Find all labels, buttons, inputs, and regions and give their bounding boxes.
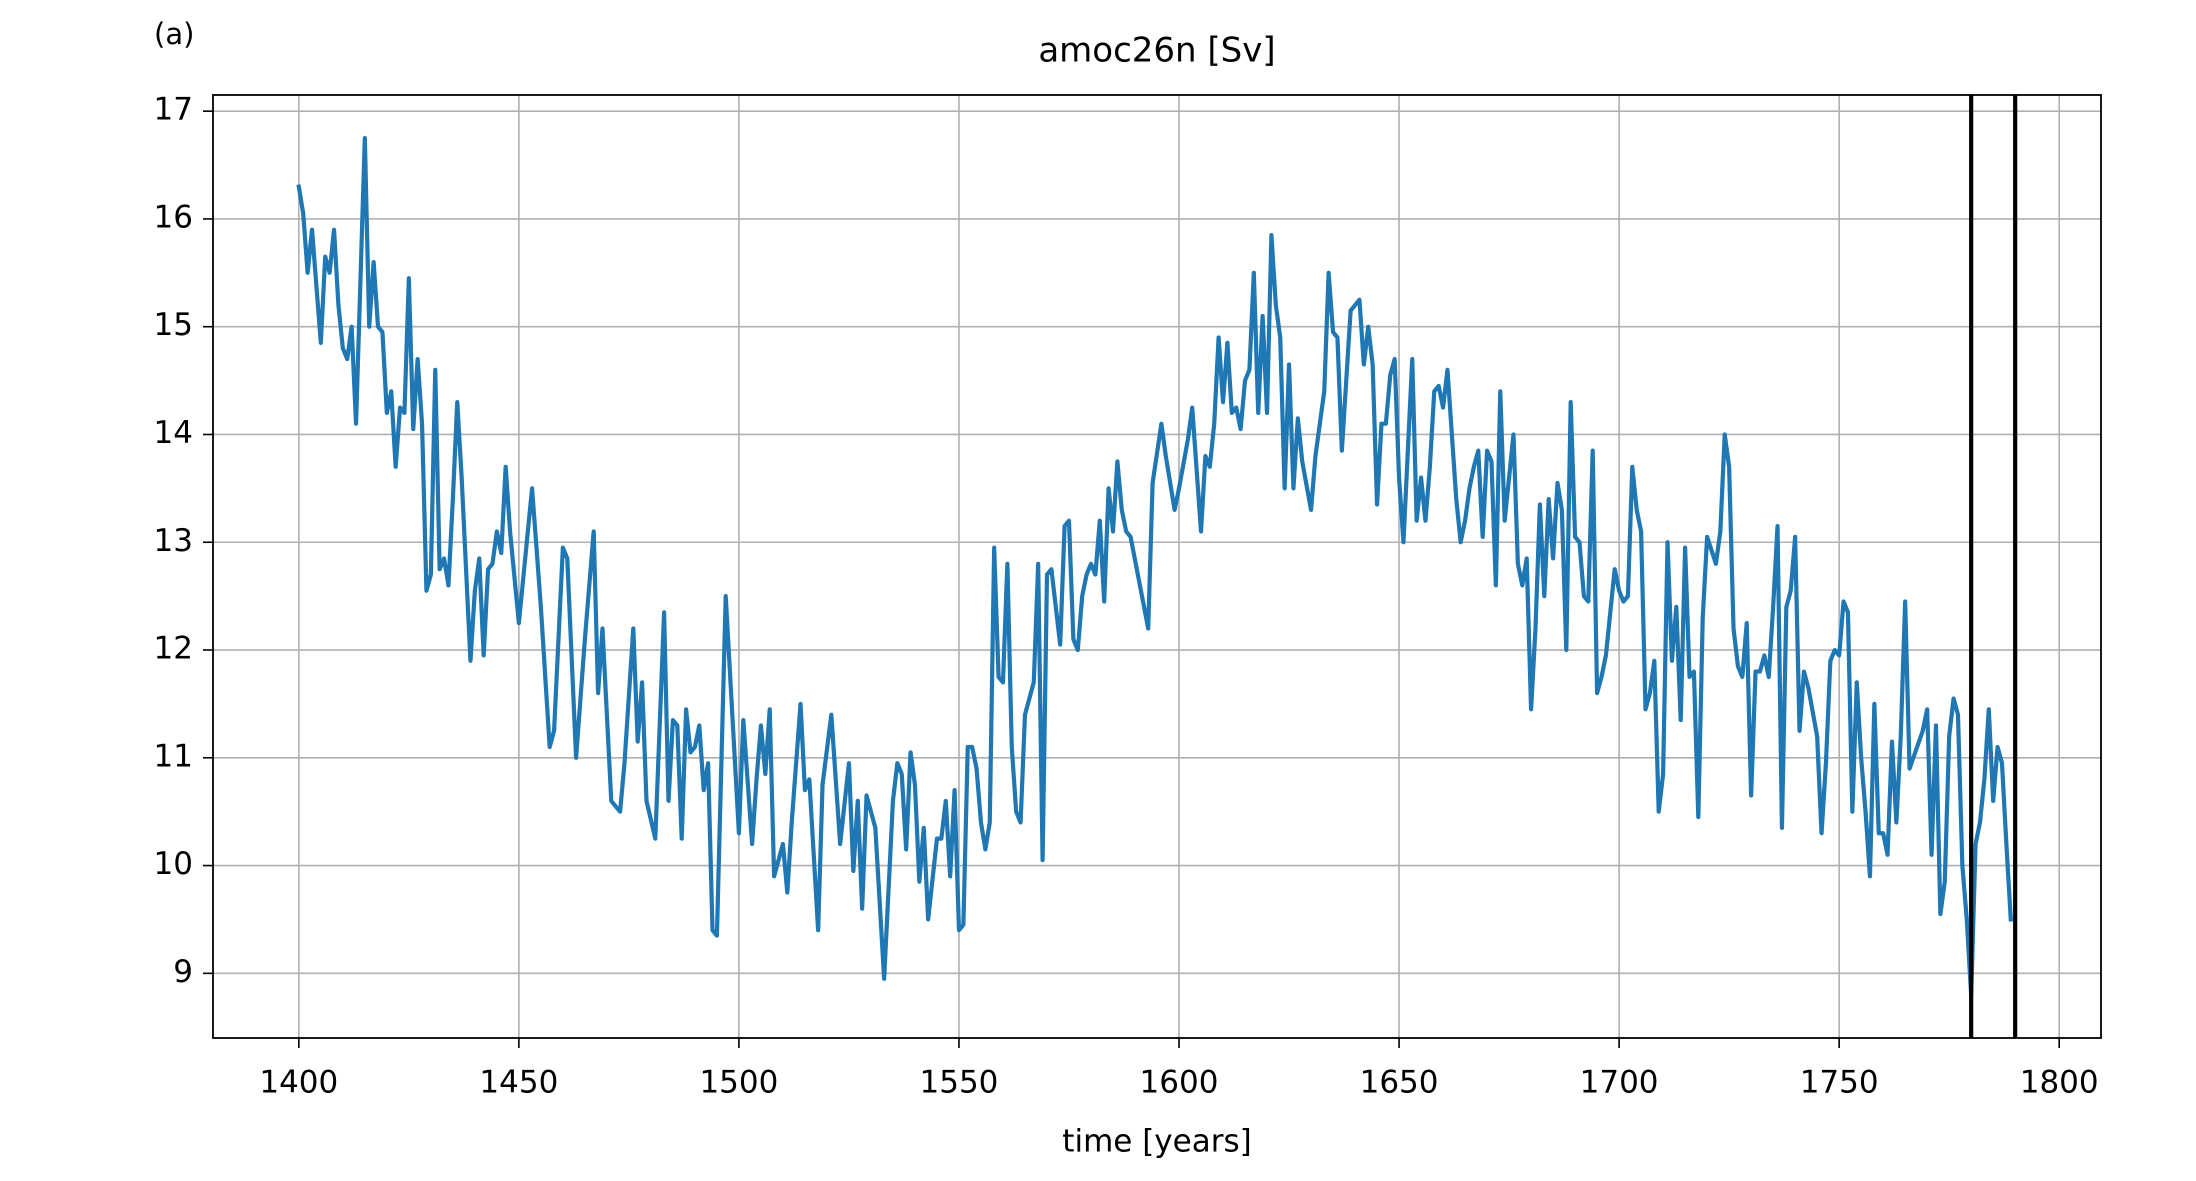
y-tick-label: 14 xyxy=(154,415,193,451)
panel-label: (a) xyxy=(154,17,194,51)
x-tick-label: 1650 xyxy=(1360,1065,1439,1101)
x-tick-label: 1600 xyxy=(1140,1065,1219,1101)
x-tick-label: 1800 xyxy=(2020,1065,2099,1101)
y-tick-label: 13 xyxy=(154,523,193,559)
y-tick-label: 10 xyxy=(154,846,193,882)
axes-frame xyxy=(212,94,2102,1039)
x-tick-label: 1750 xyxy=(1800,1065,1879,1101)
y-tick-label: 9 xyxy=(173,954,193,990)
x-tick-label: 1550 xyxy=(920,1065,999,1101)
y-tick-label: 12 xyxy=(154,631,193,667)
x-tick-label: 1400 xyxy=(259,1065,338,1101)
y-tick-label: 11 xyxy=(154,738,193,774)
x-axis-label: time [years] xyxy=(1062,1124,1251,1160)
chart-title: amoc26n [Sv] xyxy=(1038,31,1275,71)
y-tick-label: 16 xyxy=(154,199,193,235)
x-tick-label: 1500 xyxy=(699,1065,778,1101)
y-tick-label: 15 xyxy=(154,307,193,343)
data-line xyxy=(296,136,2013,997)
x-tick-label: 1700 xyxy=(1580,1065,1659,1101)
x-tick-label: 1450 xyxy=(479,1065,558,1101)
y-tick-label: 17 xyxy=(154,92,193,128)
